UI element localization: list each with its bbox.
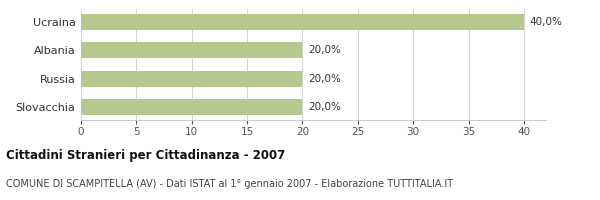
Bar [81,42,302,58]
Text: 40,0%: 40,0% [529,17,562,27]
Bar [81,99,302,115]
Text: 20,0%: 20,0% [308,102,341,112]
Text: Cittadini Stranieri per Cittadinanza - 2007: Cittadini Stranieri per Cittadinanza - 2… [6,149,285,162]
Bar [81,71,302,87]
Bar [81,14,524,30]
Text: 20,0%: 20,0% [308,74,341,84]
Text: 20,0%: 20,0% [308,45,341,55]
Text: COMUNE DI SCAMPITELLA (AV) - Dati ISTAT al 1° gennaio 2007 - Elaborazione TUTTIT: COMUNE DI SCAMPITELLA (AV) - Dati ISTAT … [6,179,453,189]
